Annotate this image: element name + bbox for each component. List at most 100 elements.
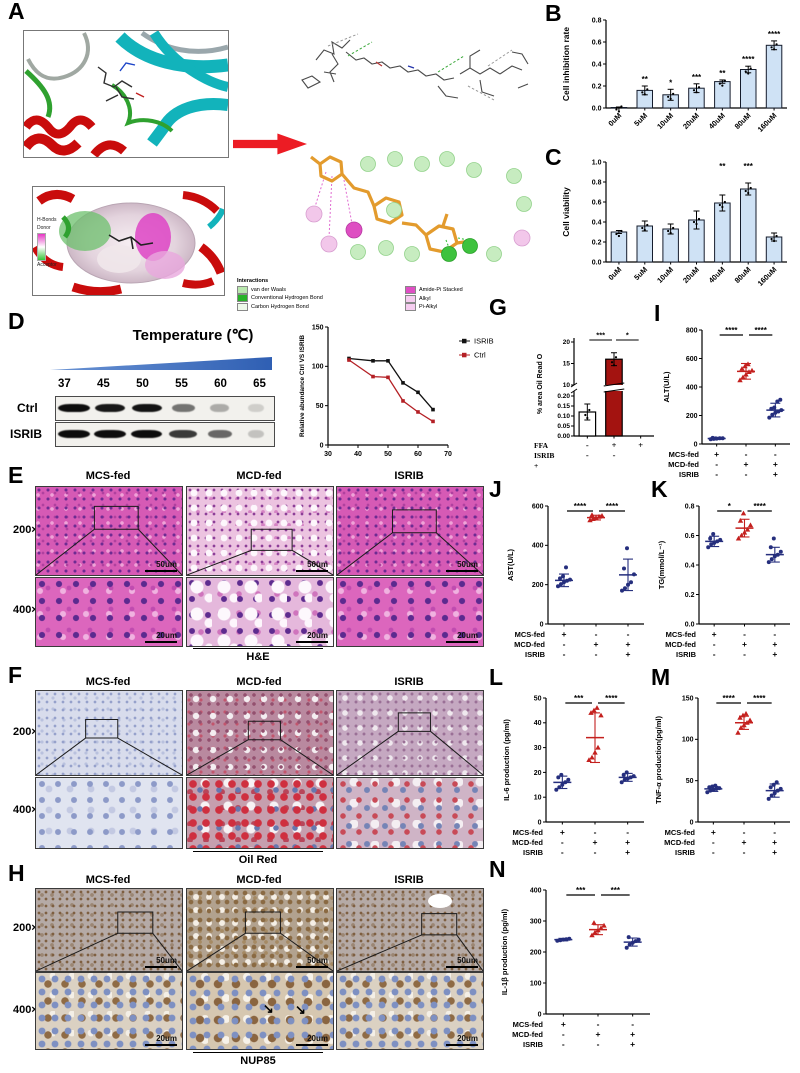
svg-text:MCD-fed: MCD-fed <box>512 1030 543 1039</box>
svg-text:0.20: 0.20 <box>557 393 570 400</box>
svg-text:-: - <box>563 639 566 649</box>
svg-text:0: 0 <box>538 819 542 826</box>
svg-text:+: + <box>594 639 599 649</box>
svg-text:MCS-fed: MCS-fed <box>669 450 700 459</box>
scale-bar: 20um <box>296 631 328 643</box>
scale-bar: 50um <box>296 560 328 572</box>
svg-text:-: - <box>745 449 748 459</box>
nup85-caption: NUP85 <box>193 1052 323 1067</box>
vessel-lumen <box>427 893 452 908</box>
scale-line <box>145 569 177 572</box>
panel-label-l: L <box>489 664 504 690</box>
svg-text:IL-1β production (pg/ml): IL-1β production (pg/ml) <box>500 908 509 995</box>
hbond-gradient <box>37 233 46 261</box>
svg-text:-: - <box>773 629 776 639</box>
svg-text:0uM: 0uM <box>606 111 623 128</box>
svg-text:100: 100 <box>312 364 324 371</box>
svg-text:-: - <box>712 837 715 847</box>
scale-label: 50um <box>457 559 478 569</box>
tnfa-dot-chart: 0 50 100 150 **** **** MCS-fed + - - MCD-fed - + + ISR… <box>650 684 798 867</box>
svg-text:-: - <box>745 469 748 479</box>
svg-text:***: *** <box>744 162 754 171</box>
svg-text:150: 150 <box>312 324 324 331</box>
interactions-legend-green: Interactions van der Waals Conventional … <box>237 277 323 311</box>
svg-text:ISRIB: ISRIB <box>523 848 544 857</box>
svg-text:0.00: 0.00 <box>557 433 570 440</box>
svg-text:-: - <box>713 649 716 659</box>
column-title-isrib: ISRIB <box>394 470 424 482</box>
svg-text:ISRIB: ISRIB <box>474 337 494 346</box>
scale-label: 20um <box>457 630 478 640</box>
svg-text:****: **** <box>605 694 618 703</box>
nup85-mcd-400x-image: ↘ ↘ 20um <box>186 972 334 1050</box>
temperature-gradient-wedge <box>50 357 272 370</box>
he-isrib-400x-image: 20um <box>336 577 484 647</box>
column-title-mcs: MCS-fed <box>85 470 131 482</box>
row-label-400x: 400× <box>13 604 38 616</box>
hbond-donor-label: Donor <box>37 224 51 231</box>
svg-text:100: 100 <box>530 980 542 987</box>
svg-text:10uM: 10uM <box>655 111 675 131</box>
svg-text:***: *** <box>574 694 584 703</box>
svg-text:200: 200 <box>532 582 544 589</box>
he-mcs-400x-image: 20um <box>35 577 183 647</box>
svg-text:400: 400 <box>686 384 698 391</box>
scale-label: 50um <box>156 559 177 569</box>
svg-text:Cell viability: Cell viability <box>561 187 571 237</box>
amide-pi-label: Amide-Pi Stacked <box>419 287 463 293</box>
svg-text:0uM: 0uM <box>606 265 623 282</box>
svg-text:1.0: 1.0 <box>592 159 602 166</box>
arrow-icon: ↘ <box>262 1000 274 1016</box>
svg-text:0.0: 0.0 <box>592 259 602 266</box>
column-title-mcd: MCD-fed <box>236 470 282 482</box>
svg-text:-: - <box>774 449 777 459</box>
zoom-box <box>36 691 182 775</box>
alt-dot-chart: 0 200 400 600 800 **** **** MCS-fed + - - MCD-fed - +… <box>658 316 798 489</box>
svg-text:0: 0 <box>694 441 698 448</box>
svg-text:+: + <box>626 649 631 659</box>
svg-text:MCS-fed: MCS-fed <box>515 630 546 639</box>
docking-surface-image: H-Bonds Donor Acceptor <box>31 186 226 297</box>
scale-bar: 50um <box>145 559 177 572</box>
svg-text:40uM: 40uM <box>707 265 727 285</box>
scale-line <box>145 640 177 643</box>
svg-text:AST(U/L): AST(U/L) <box>506 548 515 581</box>
svg-text:+: + <box>712 629 717 639</box>
scale-line <box>446 569 478 572</box>
svg-text:50: 50 <box>686 778 694 785</box>
svg-text:600: 600 <box>686 356 698 363</box>
svg-text:+: + <box>714 449 719 459</box>
temperature-title: Temperature (℃) <box>132 327 254 344</box>
hbond-legend-title: H-Bonds <box>37 217 57 223</box>
svg-text:400: 400 <box>532 543 544 550</box>
column-title-mcd: MCD-fed <box>236 676 282 688</box>
svg-text:+: + <box>596 1029 601 1039</box>
svg-text:0.6: 0.6 <box>685 533 695 540</box>
red-arrow-icon <box>233 133 307 155</box>
scale-label: 20um <box>457 1033 478 1043</box>
svg-text:+: + <box>562 629 567 639</box>
svg-text:0.6: 0.6 <box>592 39 602 46</box>
svg-text:0.4: 0.4 <box>685 562 695 569</box>
svg-text:-: - <box>627 629 630 639</box>
svg-text:800: 800 <box>686 327 698 334</box>
svg-text:50: 50 <box>316 403 324 410</box>
scale-label: 50um <box>307 955 328 965</box>
interactions-legend-title: Interactions <box>237 278 269 284</box>
svg-text:ISRIB: ISRIB <box>525 650 546 659</box>
scale-bar: 50um <box>446 956 478 968</box>
svg-text:0.0: 0.0 <box>685 621 695 628</box>
svg-text:-: - <box>715 469 718 479</box>
svg-text:+: + <box>561 1019 566 1029</box>
conventional-hbond-label: Conventional Hydrogen Bond <box>251 295 323 302</box>
svg-text:100: 100 <box>682 737 694 744</box>
svg-text:ALT(U/L): ALT(U/L) <box>662 371 671 403</box>
svg-text:ISRIB: ISRIB <box>676 650 697 659</box>
svg-text:0: 0 <box>540 621 544 628</box>
scale-bar: 50um <box>145 955 177 968</box>
vdw-label: van der Waals <box>251 286 286 293</box>
svg-text:-: - <box>563 649 566 659</box>
svg-text:0: 0 <box>538 1011 542 1018</box>
temp-label: 37 <box>58 378 71 390</box>
scale-label: 50um <box>156 955 177 965</box>
